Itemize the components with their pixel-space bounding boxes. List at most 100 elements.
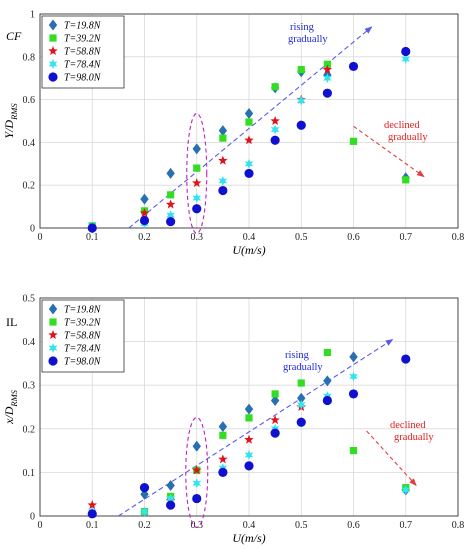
data-point [244, 168, 254, 179]
data-point [244, 108, 254, 120]
legend-marker [48, 303, 58, 315]
data-point [139, 215, 150, 226]
data-point [192, 193, 202, 204]
data-point [244, 461, 254, 471]
x-tick-label: 0.8 [452, 520, 465, 531]
y-axis-label: x/DRMS [2, 389, 19, 425]
data-point [192, 204, 202, 214]
data-point [218, 185, 228, 196]
plot-frame [39, 297, 459, 517]
data-point [270, 135, 280, 145]
y-tick-label: 0.2 [23, 181, 36, 192]
data-point [87, 509, 97, 519]
data-point [218, 454, 228, 464]
x-tick-label: 0 [38, 232, 43, 243]
y-tick-label: 0.1 [23, 468, 36, 479]
data-point [140, 488, 149, 500]
data-point [322, 395, 332, 406]
data-point [245, 118, 253, 126]
data-point [165, 199, 176, 209]
data-point [139, 483, 150, 493]
data-point [297, 66, 305, 74]
data-point [244, 158, 254, 169]
data-point [348, 61, 359, 72]
data-point [219, 134, 227, 142]
declined-trend-arrow [366, 430, 417, 487]
data-point [139, 208, 150, 218]
annotation-declined: gradually [394, 432, 434, 443]
x-tick-label: 0.3 [191, 232, 204, 243]
y-tick-label: 0.2 [23, 424, 36, 435]
data-point [218, 421, 228, 433]
data-point [244, 403, 254, 415]
data-point [244, 449, 254, 460]
y-tick-label: 1 [30, 10, 35, 21]
x-tick-label: 0.6 [347, 520, 360, 531]
data-point [297, 392, 306, 404]
data-point [166, 500, 176, 510]
legend-entry: T=98.0N [64, 357, 102, 368]
y-axis-label-main: Y/D [2, 120, 16, 139]
legend: T=19.8N T=39.2N T=58.8N T=78.4N T=98.0N [41, 299, 125, 373]
declined-trend-arrow [353, 125, 425, 178]
data-point [244, 135, 254, 145]
data-point [166, 216, 176, 227]
data-point [322, 64, 333, 74]
data-point [193, 164, 201, 172]
data-point [401, 484, 411, 495]
data-point [323, 73, 332, 84]
y-axis-label-sub: RMS [9, 103, 19, 121]
x-axis-label: U(m/s) [232, 531, 265, 545]
legend-marker [48, 330, 58, 340]
data-point [218, 155, 228, 165]
annotation-rising: gradually [283, 362, 323, 373]
data-point [349, 371, 358, 382]
legend-entry: T=98.0N [64, 73, 102, 84]
data-point [218, 467, 228, 477]
legend-marker [48, 19, 58, 31]
data-point [271, 390, 279, 398]
legend-entry: T=58.8N [64, 331, 102, 342]
legend-entry: T=19.8N [64, 305, 102, 316]
y-axis-label-sub: RMS [9, 389, 19, 407]
data-point [270, 428, 280, 438]
data-point [270, 116, 280, 126]
x-tick-label: 0.5 [295, 232, 308, 243]
legend: T=19.8N T=39.2N T=58.8N T=78.4N T=98.0N [41, 15, 125, 89]
data-point [192, 478, 202, 489]
data-point [218, 125, 228, 137]
x-tick-label: 0.7 [400, 520, 413, 531]
data-point [191, 465, 202, 475]
legend-entry: T=19.8N [64, 21, 102, 32]
data-point [245, 414, 253, 422]
data-point [402, 176, 410, 184]
x-tick-label: 0.2 [138, 520, 151, 531]
annotation-rising: gradually [288, 34, 328, 45]
y-tick-label: 0.3 [23, 381, 36, 392]
data-point [348, 389, 359, 399]
annotation-declined: declined [384, 120, 420, 131]
data-point [296, 417, 306, 427]
data-point [219, 431, 227, 439]
x-tick-label: 0.6 [347, 232, 360, 243]
data-point [87, 500, 98, 510]
data-point [271, 83, 279, 91]
data-point [297, 379, 305, 387]
data-point [140, 193, 149, 205]
data-point [166, 210, 175, 221]
data-point [296, 95, 306, 106]
data-point [349, 447, 358, 455]
data-point [323, 348, 331, 357]
data-point [218, 175, 228, 186]
legend-entry: T=78.4N [64, 60, 102, 71]
data-point [270, 394, 280, 406]
series-5 [87, 354, 411, 519]
data-point [323, 375, 332, 387]
x-tick-label: 0.3 [191, 520, 204, 531]
highlight-ellipse [186, 112, 208, 234]
legend-marker [48, 72, 58, 82]
y-tick-label: 0 [30, 512, 35, 523]
x-tick-label: 0 [38, 520, 43, 531]
data-point [349, 351, 358, 363]
